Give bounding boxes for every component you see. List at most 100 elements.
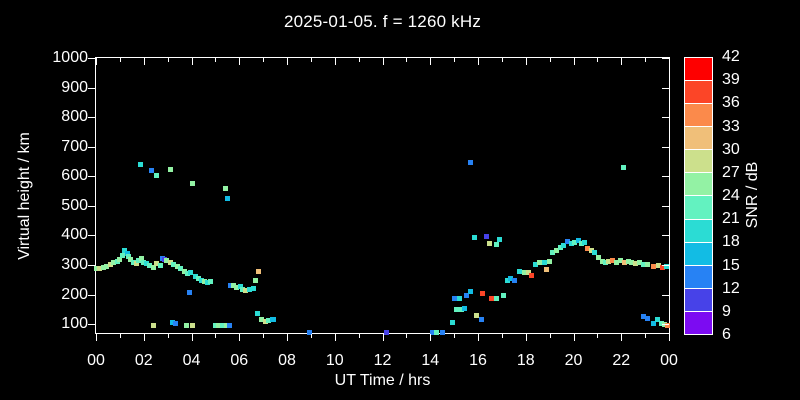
data-point: [454, 307, 459, 313]
y-tick: [662, 264, 669, 266]
x-tick: [382, 58, 384, 65]
data-point: [501, 293, 507, 299]
data-point: [478, 316, 484, 322]
x-tick-label: 20: [564, 352, 583, 369]
y-tick: [88, 294, 95, 296]
x-tick-label: 00: [660, 352, 678, 369]
data-point: [536, 260, 542, 266]
x-tick-label: 02: [134, 352, 153, 369]
y-tick: [88, 205, 95, 207]
y-tick: [88, 235, 95, 237]
x-tick-label: 18: [516, 352, 535, 369]
data-point: [227, 323, 233, 329]
data-point: [147, 262, 153, 268]
data-point: [655, 262, 661, 268]
x-tick-label: 14: [421, 352, 440, 369]
data-point: [134, 261, 140, 267]
data-point: [488, 295, 494, 301]
x-tick: [239, 58, 241, 65]
data-point: [468, 288, 474, 294]
colorbar-tick-label: 36: [722, 94, 740, 112]
y-tick: [662, 205, 669, 207]
colorbar-block: [685, 103, 712, 127]
data-point: [462, 306, 468, 312]
x-tick: [334, 334, 336, 341]
data-point: [493, 242, 499, 248]
data-point: [220, 323, 226, 329]
data-point: [184, 270, 190, 276]
colorbar-tick-label: 24: [722, 187, 740, 204]
data-point: [493, 295, 499, 301]
y-tick: [88, 117, 95, 119]
data-point: [171, 262, 177, 268]
x-tick: [287, 58, 288, 65]
data-point: [196, 275, 202, 281]
y-tick-label: 900: [61, 78, 88, 96]
x-tick: [645, 58, 647, 62]
data-point: [637, 260, 643, 266]
colorbar-tick-label: 42: [722, 48, 740, 65]
x-tick: [406, 58, 408, 62]
y-tick: [88, 176, 95, 178]
data-point: [202, 278, 208, 284]
data-point: [512, 277, 518, 283]
colorbar-block: [685, 241, 712, 265]
x-tick: [239, 334, 241, 341]
data-point: [585, 245, 591, 251]
data-point: [306, 329, 312, 335]
data-point: [433, 329, 439, 335]
data-point: [263, 319, 268, 325]
data-point: [124, 250, 130, 256]
data-point: [595, 255, 601, 261]
data-point: [654, 317, 660, 323]
data-point: [561, 242, 567, 248]
x-tick: [310, 58, 312, 62]
data-point: [138, 255, 144, 261]
chart-title: 2025-01-05. f = 1260 kHz: [283, 12, 482, 31]
x-tick: [119, 334, 121, 338]
colorbar-block: [685, 58, 712, 81]
data-point: [439, 329, 445, 335]
data-point: [526, 270, 532, 276]
y-tick: [88, 146, 95, 148]
x-tick: [287, 334, 288, 341]
x-tick: [669, 334, 670, 341]
data-point: [104, 263, 110, 269]
y-tick: [662, 176, 669, 178]
y-tick-label: 300: [61, 255, 88, 273]
x-tick: [358, 334, 360, 338]
data-point: [125, 253, 131, 259]
x-tick: [358, 58, 360, 62]
y-tick: [88, 324, 95, 326]
data-point: [254, 311, 260, 317]
y-tick: [88, 58, 95, 59]
data-point: [645, 261, 651, 267]
data-point: [119, 253, 125, 259]
data-point: [641, 262, 647, 268]
data-point: [621, 164, 627, 170]
data-point: [572, 240, 578, 246]
data-point: [167, 167, 173, 173]
data-point: [184, 323, 190, 329]
data-point: [181, 268, 187, 274]
x-tick: [501, 58, 503, 62]
data-point: [618, 258, 624, 264]
data-point: [225, 195, 231, 201]
data-point: [93, 266, 99, 272]
colorbar-block: [685, 218, 712, 242]
x-tick: [525, 334, 527, 341]
plot-area: 00 02 04 06 08 10 12 14 16 18 20 22 00 100 200 300 400 5…: [52, 49, 677, 369]
colorbar-block: [685, 195, 712, 219]
data-point: [122, 247, 128, 253]
data-point: [190, 323, 196, 329]
y-tick-label: 800: [61, 108, 88, 126]
x-tick-label: 00: [87, 352, 105, 369]
data-point: [650, 321, 656, 327]
snr-colorbar: [684, 57, 713, 335]
data-point: [522, 269, 528, 275]
data-point: [237, 284, 243, 290]
data-point: [199, 277, 205, 283]
x-tick: [167, 334, 169, 338]
data-point: [149, 167, 155, 173]
data-point: [153, 172, 159, 178]
